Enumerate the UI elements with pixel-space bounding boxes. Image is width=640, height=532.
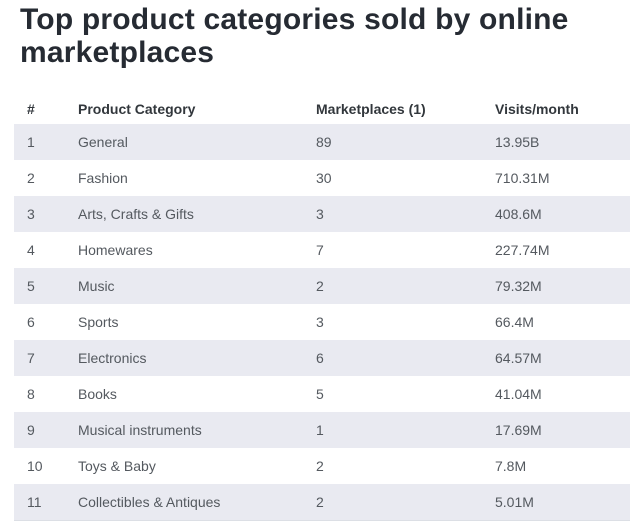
cell-marketplaces: 2 [316,458,324,474]
cell-marketplaces: 5 [316,386,324,402]
table-row: 7 Electronics 6 64.57M [14,340,630,376]
header-rank: # [27,101,35,117]
table-row: 3 Arts, Crafts & Gifts 3 408.6M [14,196,630,232]
table-header-row: # Product Category Marketplaces (1) Visi… [14,94,630,124]
cell-marketplaces: 3 [316,314,324,330]
table-row: 5 Music 2 79.32M [14,268,630,304]
cell-rank: 5 [27,278,35,294]
cell-rank: 6 [27,314,35,330]
cell-rank: 4 [27,242,35,258]
table-row: 4 Homewares 7 227.74M [14,232,630,268]
table-row: 2 Fashion 30 710.31M [14,160,630,196]
cell-visits: 79.32M [495,278,542,294]
cell-category: Books [78,386,117,402]
cell-rank: 10 [27,458,43,474]
cell-marketplaces: 30 [316,170,332,186]
cell-category: Fashion [78,170,128,186]
cell-visits: 227.74M [495,242,550,258]
cell-visits: 41.04M [495,386,542,402]
cell-visits: 66.4M [495,314,534,330]
cell-rank: 7 [27,350,35,366]
header-category: Product Category [78,101,196,117]
cell-category: Music [78,278,115,294]
cell-marketplaces: 2 [316,278,324,294]
table-row: 6 Sports 3 66.4M [14,304,630,340]
table-row: 9 Musical instruments 1 17.69M [14,412,630,448]
cell-marketplaces: 1 [316,422,324,438]
cell-visits: 13.95B [495,134,540,150]
cell-visits: 408.6M [495,206,542,222]
cell-category: Sports [78,314,119,330]
cell-marketplaces: 89 [316,134,332,150]
cell-marketplaces: 3 [316,206,324,222]
cell-marketplaces: 6 [316,350,324,366]
cell-category: General [78,134,128,150]
cell-visits: 7.8M [495,458,527,474]
cell-rank: 8 [27,386,35,402]
cell-visits: 64.57M [495,350,542,366]
cell-category: Musical instruments [78,422,202,438]
cell-category: Toys & Baby [78,458,156,474]
cell-visits: 710.31M [495,170,550,186]
table-row: 10 Toys & Baby 2 7.8M [14,448,630,484]
cell-rank: 2 [27,170,35,186]
cell-category: Homewares [78,242,153,258]
table-row: 11 Collectibles & Antiques 2 5.01M [14,484,630,520]
table-row: 8 Books 5 41.04M [14,376,630,412]
page-title: Top product categories sold by online ma… [20,3,569,69]
cell-rank: 1 [27,134,35,150]
cell-category: Arts, Crafts & Gifts [78,206,194,222]
header-marketplaces: Marketplaces (1) [316,101,426,117]
cell-visits: 17.69M [495,422,542,438]
categories-table: # Product Category Marketplaces (1) Visi… [14,94,630,521]
cell-rank: 3 [27,206,35,222]
cell-rank: 9 [27,422,35,438]
cell-marketplaces: 7 [316,242,324,258]
cell-category: Collectibles & Antiques [78,494,221,510]
cell-visits: 5.01M [495,494,534,510]
cell-category: Electronics [78,350,147,366]
cell-rank: 11 [27,494,42,510]
header-visits: Visits/month [495,101,579,117]
cell-marketplaces: 2 [316,494,324,510]
table-row: 1 General 89 13.95B [14,124,630,160]
